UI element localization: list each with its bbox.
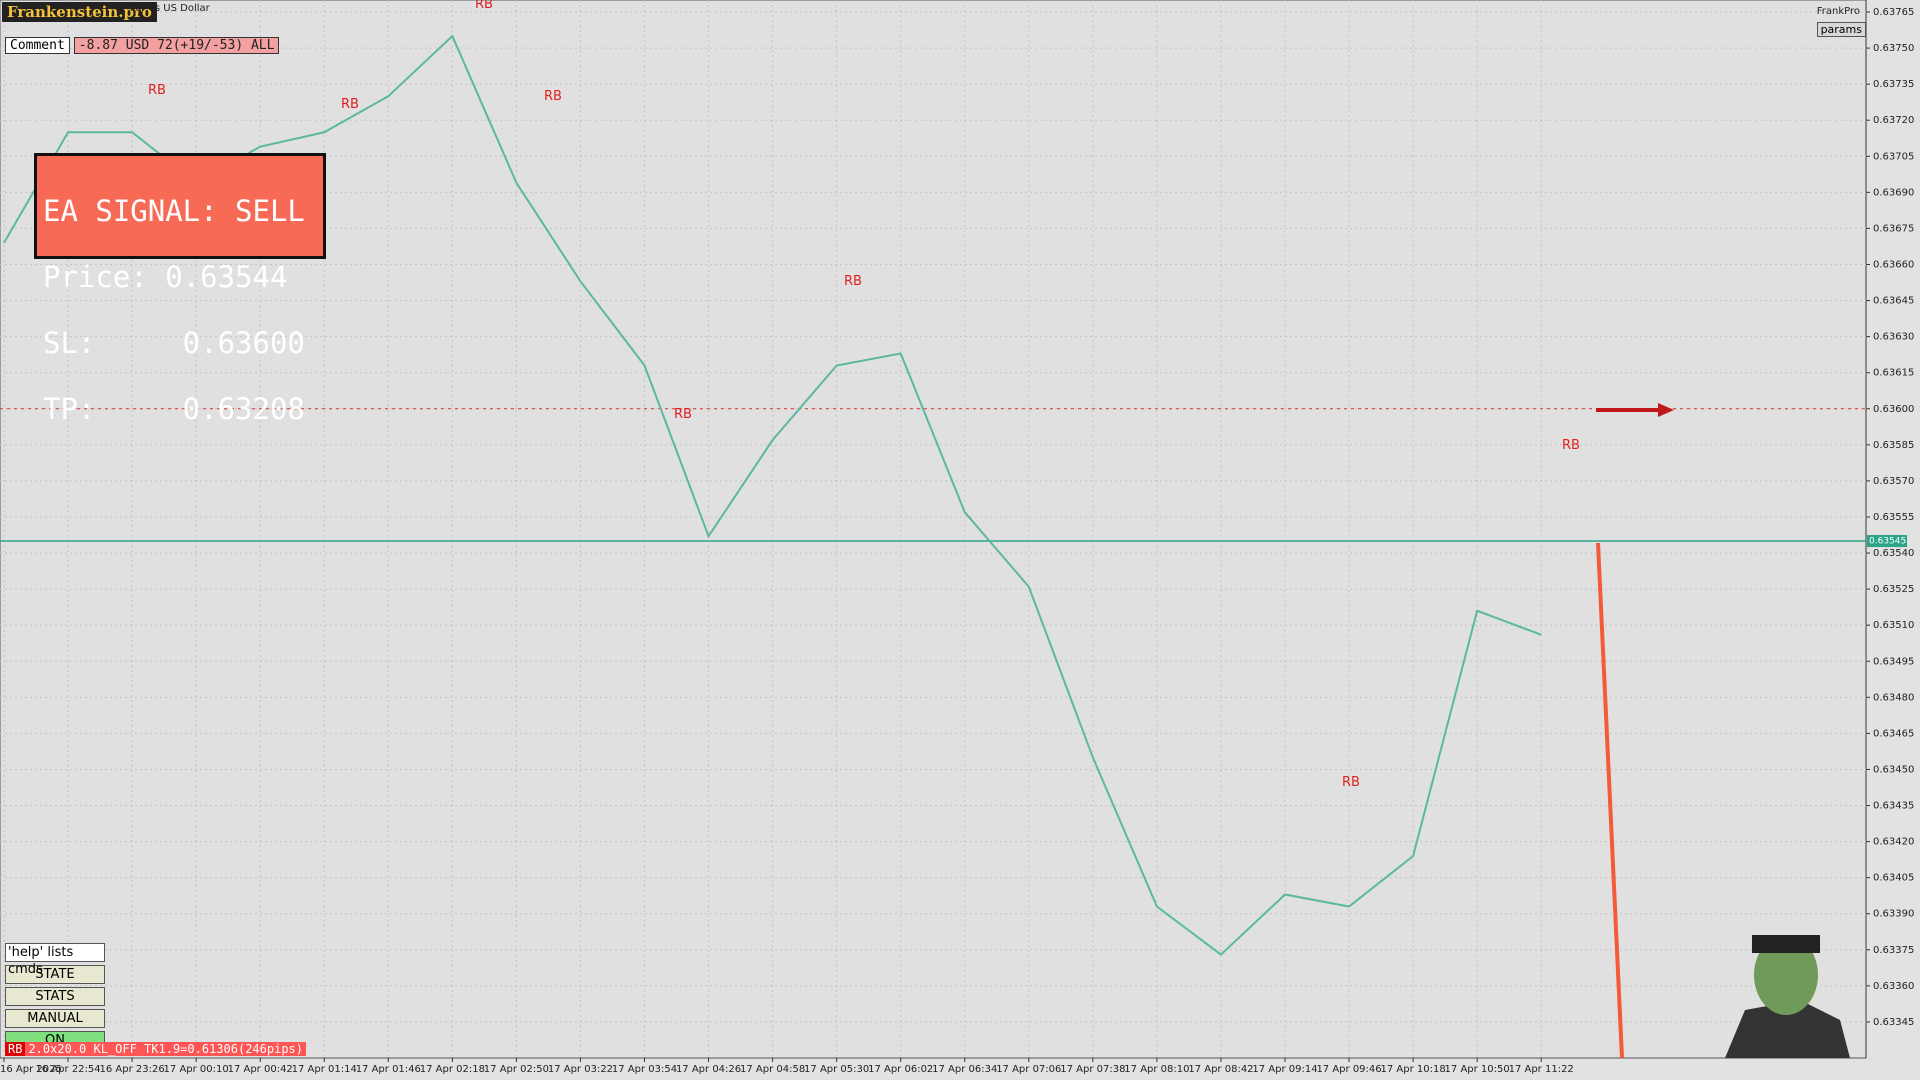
manual-button[interactable]: MANUAL	[5, 1009, 105, 1028]
x-tick-label: 17 Apr 07:38	[1060, 1064, 1125, 1075]
y-tick-label: 0.63450	[1873, 764, 1914, 775]
y-tick-label: 0.63615	[1873, 368, 1914, 379]
x-tick-label: 17 Apr 02:50	[484, 1064, 549, 1075]
comment-text: -8.87 USD 72(+19/-53) ALL	[73, 37, 280, 54]
state-button[interactable]: STATE	[5, 965, 105, 984]
y-tick-label: 0.63720	[1873, 115, 1914, 126]
params-button[interactable]: params	[1816, 22, 1866, 37]
signal-line: SL: 0.63600	[43, 326, 305, 360]
y-tick-label: 0.63495	[1873, 656, 1914, 667]
trade-arrow-head	[1658, 403, 1674, 417]
x-tick-label: 17 Apr 07:06	[996, 1064, 1061, 1075]
x-tick-label: 17 Apr 00:10	[164, 1064, 229, 1075]
rb-marker: RB	[544, 89, 562, 104]
y-tick-label: 0.63705	[1873, 151, 1914, 162]
x-tick-label: 17 Apr 10:50	[1445, 1064, 1510, 1075]
price-label: 0.63545	[1869, 537, 1906, 547]
x-tick-label: 17 Apr 06:02	[868, 1064, 933, 1075]
x-tick-label: 17 Apr 10:18	[1380, 1064, 1445, 1075]
price-line-series	[3, 34, 1542, 956]
y-tick-label: 0.63375	[1873, 945, 1914, 956]
x-tick-label: 17 Apr 08:10	[1124, 1064, 1189, 1075]
price-label-bg	[1867, 535, 1907, 548]
rb-marker: RB	[674, 407, 692, 422]
signal-line: Price: 0.63544	[43, 260, 288, 294]
y-tick-label: 0.63660	[1873, 260, 1914, 271]
logo: Frankenstein.pro	[2, 2, 157, 22]
brand: FrankPro	[1816, 6, 1860, 17]
y-tick-label: 0.63525	[1873, 584, 1914, 595]
comment-bar: Comment -8.87 USD 72(+19/-53) ALL	[5, 37, 280, 54]
symbol-name: llar vs US Dollar	[130, 3, 210, 14]
y-tick-label: 0.63480	[1873, 692, 1914, 703]
x-tick-label: 17 Apr 06:34	[932, 1064, 997, 1075]
y-tick-label: 0.63555	[1873, 512, 1914, 523]
y-tick-label: 0.63390	[1873, 909, 1914, 920]
status-text: 2.0x20.0 KL_OFF TK1.9=0.61306(246pips)	[25, 1042, 306, 1056]
x-tick-label: 17 Apr 11:22	[1509, 1064, 1574, 1075]
y-tick-label: 0.63765	[1873, 7, 1914, 18]
rb-marker: RB	[475, 0, 493, 12]
x-tick-label: 17 Apr 04:58	[740, 1064, 805, 1075]
y-tick-label: 0.63630	[1873, 332, 1914, 343]
rb-marker: RB	[148, 83, 166, 98]
y-tick-label: 0.63360	[1873, 981, 1914, 992]
x-tick-label: 17 Apr 02:18	[420, 1064, 485, 1075]
y-tick-label: 0.63405	[1873, 873, 1914, 884]
y-tick-label: 0.63645	[1873, 296, 1914, 307]
y-tick-label: 0.63345	[1873, 1017, 1914, 1028]
x-tick-label: 16 Apr 2025	[0, 1064, 62, 1075]
x-tick-label: 17 Apr 03:54	[612, 1064, 677, 1075]
rb-marker: RB	[1342, 775, 1360, 790]
rb-marker: RB	[341, 97, 359, 112]
y-tick-label: 0.63435	[1873, 801, 1914, 812]
rb-marker: RB	[1562, 438, 1580, 453]
y-tick-label: 0.63570	[1873, 476, 1914, 487]
status-tag: RB	[5, 1042, 26, 1056]
x-tick-label: 16 Apr 23:26	[99, 1064, 164, 1075]
signal-line: EA SIGNAL: SELL	[43, 194, 305, 228]
x-tick-label: 17 Apr 04:26	[676, 1064, 741, 1075]
rb-marker: RB	[844, 274, 862, 289]
y-tick-label: 0.63735	[1873, 79, 1914, 90]
y-tick-label: 0.63690	[1873, 187, 1914, 198]
y-tick-label: 0.63585	[1873, 440, 1914, 451]
status-bar: RB 2.0x20.0 KL_OFF TK1.9=0.61306(246pips…	[5, 1042, 306, 1056]
x-tick-label: 17 Apr 00:42	[228, 1064, 293, 1075]
y-tick-label: 0.63510	[1873, 620, 1914, 631]
y-tick-label: 0.63540	[1873, 548, 1914, 559]
y-tick-label: 0.63750	[1873, 43, 1914, 54]
y-tick-label: 0.63675	[1873, 223, 1914, 234]
target-line	[1596, 542, 1624, 1059]
x-tick-label: 17 Apr 03:22	[548, 1064, 613, 1075]
mascot	[1725, 935, 1850, 1058]
help-button[interactable]: 'help' lists cmds	[5, 943, 105, 977]
x-tick-label: 16 Apr 22:54	[35, 1064, 100, 1075]
signal-box: EA SIGNAL: SELL Price: 0.63544 SL: 0.636…	[34, 153, 326, 424]
signal-line: TP: 0.63208	[43, 392, 305, 426]
button-panel: 'help' lists cmds STATE STATS MANUAL ON	[5, 943, 105, 1053]
x-tick-label: 17 Apr 09:46	[1316, 1064, 1381, 1075]
stats-button[interactable]: STATS	[5, 987, 105, 1006]
x-tick-label: 17 Apr 09:14	[1252, 1064, 1317, 1075]
x-tick-label: 17 Apr 01:14	[292, 1064, 357, 1075]
comment-label: Comment	[5, 37, 70, 54]
y-tick-label: 0.63420	[1873, 837, 1914, 848]
x-tick-label: 17 Apr 05:30	[804, 1064, 869, 1075]
x-tick-label: 17 Apr 08:42	[1188, 1064, 1253, 1075]
y-tick-label: 0.63600	[1873, 404, 1914, 415]
y-tick-label: 0.63465	[1873, 728, 1914, 739]
x-tick-label: 17 Apr 01:46	[356, 1064, 421, 1075]
